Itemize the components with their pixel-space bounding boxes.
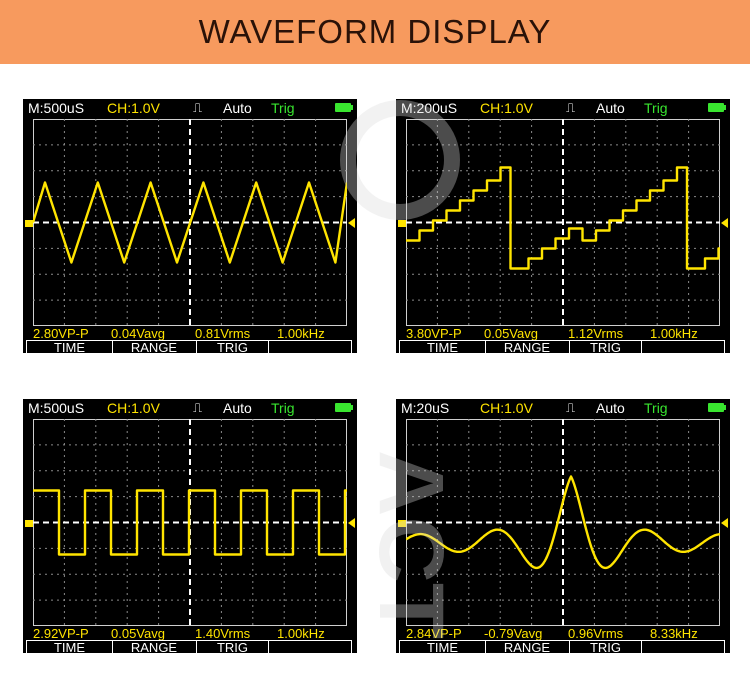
trigger-status-label: Trig [271, 100, 295, 116]
range-softkey[interactable]: RANGE [112, 640, 197, 654]
channel-scale-label[interactable]: CH:1.0V [107, 100, 160, 116]
oscilloscope-screen-damped-burst: M:20uS CH:1.0V ⎍ Auto Trig 2.84VP-P -0.7… [396, 399, 730, 654]
blank-softkey[interactable] [269, 640, 352, 653]
vrms-readout: 1.12Vrms [568, 326, 624, 341]
banner-title: WAVEFORM DISPLAY [198, 13, 552, 50]
trigger-status-label: Trig [271, 400, 295, 416]
battery-icon [335, 403, 353, 412]
trigger-mode-label[interactable]: Auto [223, 400, 252, 416]
softkey-menu: TIME RANGE TRIG [396, 340, 730, 354]
ground-level-marker [398, 519, 406, 527]
trigger-status-label: Trig [644, 100, 668, 116]
battery-icon [335, 103, 353, 112]
blank-softkey[interactable] [642, 340, 725, 353]
trigger-mode-label[interactable]: Auto [596, 400, 625, 416]
time-softkey[interactable]: TIME [399, 340, 486, 354]
trig-softkey[interactable]: TRIG [197, 340, 269, 354]
frequency-readout: 1.00kHz [277, 626, 325, 641]
measurement-bar: 2.80VP-P 0.04Vavg 0.81Vrms 1.00kHz [23, 326, 357, 341]
vpp-readout: 2.92VP-P [33, 626, 89, 641]
waveform-trace [33, 181, 347, 264]
rising-edge-icon: ⎍ [566, 400, 576, 415]
channel-scale-label[interactable]: CH:1.0V [107, 400, 160, 416]
waveform-plot [406, 419, 720, 626]
vrms-readout: 1.40Vrms [195, 626, 251, 641]
ground-level-marker [25, 519, 33, 527]
trigger-mode-label[interactable]: Auto [223, 100, 252, 116]
waveform-plot [33, 119, 347, 326]
vavg-readout: -0.79Vavg [484, 626, 543, 641]
range-softkey[interactable]: RANGE [485, 640, 570, 654]
oscilloscope-screen-staircase: M:200uS CH:1.0V ⎍ Auto Trig 3.80VP-P 0.0… [396, 99, 730, 354]
time-softkey[interactable]: TIME [26, 640, 113, 654]
timebase-label[interactable]: M:200uS [401, 100, 458, 116]
frequency-readout: 1.00kHz [650, 326, 698, 341]
trigger-level-marker [721, 517, 728, 528]
blank-softkey[interactable] [269, 340, 352, 353]
blank-softkey[interactable] [642, 640, 725, 653]
measurement-bar: 2.92VP-P 0.05Vavg 1.40Vrms 1.00kHz [23, 626, 357, 641]
battery-icon [708, 403, 726, 412]
status-bar: M:200uS CH:1.0V ⎍ Auto Trig [396, 99, 730, 117]
oscilloscope-screen-square: M:500uS CH:1.0V ⎍ Auto Trig 2.92VP-P 0.0… [23, 399, 357, 654]
vavg-readout: 0.05Vavg [111, 626, 165, 641]
measurement-bar: 2.84VP-P -0.79Vavg 0.96Vrms 8.33kHz [396, 626, 730, 641]
title-banner: WAVEFORM DISPLAY [0, 0, 750, 64]
trig-softkey[interactable]: TRIG [197, 640, 269, 654]
trigger-level-marker [721, 217, 728, 228]
waveform-plot [33, 419, 347, 626]
time-softkey[interactable]: TIME [26, 340, 113, 354]
channel-scale-label[interactable]: CH:1.0V [480, 100, 533, 116]
battery-icon [708, 103, 726, 112]
timebase-label[interactable]: M:500uS [28, 100, 85, 116]
timebase-label[interactable]: M:500uS [28, 400, 85, 416]
ground-level-marker [25, 219, 33, 227]
waveform-trace [33, 489, 347, 556]
vrms-readout: 0.96Vrms [568, 626, 624, 641]
trig-softkey[interactable]: TRIG [570, 640, 642, 654]
waveform-trace [406, 166, 720, 270]
channel-scale-label[interactable]: CH:1.0V [480, 400, 533, 416]
softkey-menu: TIME RANGE TRIG [23, 340, 357, 354]
vpp-readout: 2.84VP-P [406, 626, 462, 641]
status-bar: M:500uS CH:1.0V ⎍ Auto Trig [23, 99, 357, 117]
trigger-level-marker [348, 217, 355, 228]
frequency-readout: 8.33kHz [650, 626, 698, 641]
vpp-readout: 2.80VP-P [33, 326, 89, 341]
range-softkey[interactable]: RANGE [112, 340, 197, 354]
status-bar: M:20uS CH:1.0V ⎍ Auto Trig [396, 399, 730, 417]
frequency-readout: 1.00kHz [277, 326, 325, 341]
softkey-menu: TIME RANGE TRIG [23, 640, 357, 654]
vavg-readout: 0.04Vavg [111, 326, 165, 341]
measurement-bar: 3.80VP-P 0.05Vavg 1.12Vrms 1.00kHz [396, 326, 730, 341]
range-softkey[interactable]: RANGE [485, 340, 570, 354]
rising-edge-icon: ⎍ [193, 400, 203, 415]
vpp-readout: 3.80VP-P [406, 326, 462, 341]
vrms-readout: 0.81Vrms [195, 326, 251, 341]
waveform-trace [406, 475, 720, 570]
trigger-level-marker [348, 517, 355, 528]
softkey-menu: TIME RANGE TRIG [396, 640, 730, 654]
time-softkey[interactable]: TIME [399, 640, 486, 654]
status-bar: M:500uS CH:1.0V ⎍ Auto Trig [23, 399, 357, 417]
timebase-label[interactable]: M:20uS [401, 400, 450, 416]
trig-softkey[interactable]: TRIG [570, 340, 642, 354]
trigger-status-label: Trig [644, 400, 668, 416]
ground-level-marker [398, 219, 406, 227]
waveform-plot [406, 119, 720, 326]
rising-edge-icon: ⎍ [193, 100, 203, 115]
rising-edge-icon: ⎍ [566, 100, 576, 115]
vavg-readout: 0.05Vavg [484, 326, 538, 341]
trigger-mode-label[interactable]: Auto [596, 100, 625, 116]
oscilloscope-screen-triangle: M:500uS CH:1.0V ⎍ Auto Trig 2.80VP-P 0.0… [23, 99, 357, 354]
